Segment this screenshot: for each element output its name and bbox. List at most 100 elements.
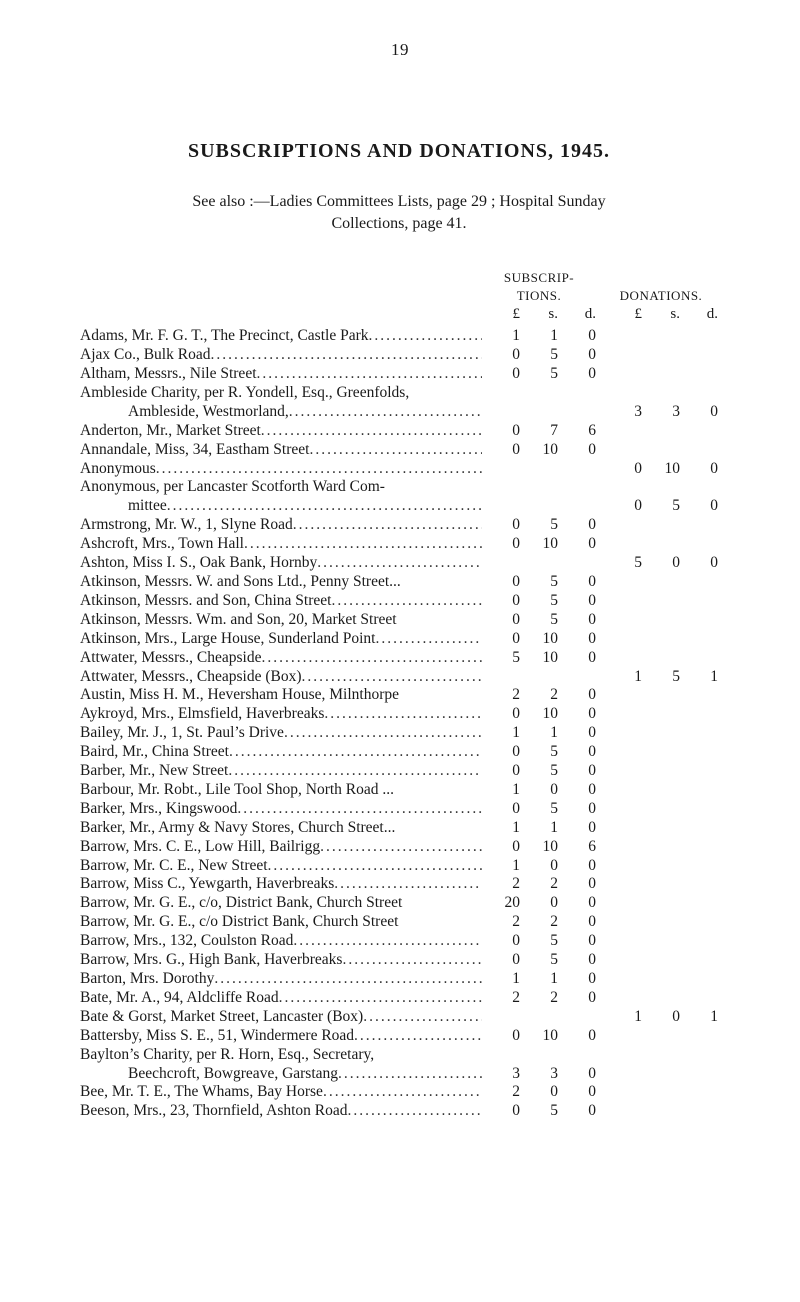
sub-cell: 0 bbox=[558, 857, 596, 876]
entry-name-text: Bailey, Mr. J., 1, St. Paul’s Drive bbox=[80, 724, 284, 741]
sub-cell: 0 bbox=[520, 1083, 558, 1102]
sub-cell: 0 bbox=[558, 932, 596, 951]
leader-dots bbox=[320, 838, 482, 855]
entry-name: Altham, Messrs., Nile Street bbox=[80, 365, 482, 384]
sub-cell: 1 bbox=[482, 327, 520, 346]
entry-name: Attwater, Messrs., Cheapside (Box) bbox=[80, 668, 482, 687]
leader-dots bbox=[323, 1083, 482, 1100]
ledger-row: Ajax Co., Bulk Road050 bbox=[80, 346, 718, 365]
col-header-sub-line1: SUBSCRIP- bbox=[482, 270, 596, 286]
sub-cell: 0 bbox=[558, 516, 596, 535]
sub-cell: 0 bbox=[482, 346, 520, 365]
ledger-row: Bate & Gorst, Market Street, Lancaster (… bbox=[80, 1008, 718, 1027]
ledger-row: Ashton, Miss I. S., Oak Bank, Hornby500 bbox=[80, 554, 718, 573]
entry-name-text: Aykroyd, Mrs., Elmsfield, Haverbreaks bbox=[80, 705, 324, 722]
entry-name: Bee, Mr. T. E., The Whams, Bay Horse bbox=[80, 1083, 482, 1102]
ledger-row: Adams, Mr. F. G. T., The Precinct, Castl… bbox=[80, 327, 718, 346]
sub-cell: 2 bbox=[482, 686, 520, 705]
ledger-row: Anonymous, per Lancaster Scotforth Ward … bbox=[80, 478, 718, 497]
ledger-row: Ambleside, Westmorland,330 bbox=[80, 403, 718, 422]
entry-name: Ajax Co., Bulk Road bbox=[80, 346, 482, 365]
sub-cell: 0 bbox=[558, 346, 596, 365]
entry-name-text: Baird, Mr., China Street bbox=[80, 743, 229, 760]
leader-dots bbox=[156, 460, 482, 477]
sub-cell: 1 bbox=[482, 857, 520, 876]
leader-dots bbox=[244, 535, 482, 552]
page: 19 SUBSCRIPTIONS AND DONATIONS, 1945. Se… bbox=[0, 0, 800, 1302]
entry-name: Atkinson, Messrs. Wm. and Son, 20, Marke… bbox=[80, 611, 482, 630]
ledger-row: Atkinson, Messrs. and Son, China Street0… bbox=[80, 592, 718, 611]
sub-cell: 0 bbox=[520, 857, 558, 876]
sub-cell: 3 bbox=[520, 1065, 558, 1084]
leader-dots bbox=[369, 327, 483, 344]
entry-name-text: Bate, Mr. A., 94, Aldcliffe Road bbox=[80, 989, 279, 1006]
sub-cell: 0 bbox=[558, 800, 596, 819]
entry-name-text: Anderton, Mr., Market Street bbox=[80, 422, 261, 439]
sub-cell: 0 bbox=[558, 592, 596, 611]
entry-name: Barbour, Mr. Robt., Lile Tool Shop, Nort… bbox=[80, 781, 482, 800]
col-header-sub-line2: TIONS. bbox=[482, 288, 596, 304]
sub-cell: 5 bbox=[520, 611, 558, 630]
sub-cell: 1 bbox=[482, 970, 520, 989]
sub-cell: 0 bbox=[482, 516, 520, 535]
sub-cell: 2 bbox=[482, 875, 520, 894]
ledger-row: Beeson, Mrs., 23, Thornfield, Ashton Roa… bbox=[80, 1102, 718, 1121]
leader-dots bbox=[210, 346, 482, 363]
sub-cell: 0 bbox=[482, 592, 520, 611]
sub-cell: 5 bbox=[520, 516, 558, 535]
entry-name: Barrow, Mrs. C. E., Low Hill, Bailrigg bbox=[80, 838, 482, 857]
entry-name: Barrow, Mrs., 132, Coulston Road bbox=[80, 932, 482, 951]
entry-name-text: Barrow, Mrs. G., High Bank, Haverbreaks bbox=[80, 951, 342, 968]
sub-cell: 0 bbox=[558, 686, 596, 705]
sub-cell: 10 bbox=[520, 705, 558, 724]
leader-dots bbox=[324, 705, 482, 722]
entry-name-text: Altham, Messrs., Nile Street bbox=[80, 365, 257, 382]
leader-dots bbox=[261, 649, 482, 666]
unit-headers: £ s. d. £ s. d. bbox=[80, 306, 718, 323]
sub-cell: 0 bbox=[558, 441, 596, 460]
don-cell: 0 bbox=[680, 554, 718, 573]
sub-cell: 2 bbox=[482, 913, 520, 932]
sub-cell: 5 bbox=[482, 649, 520, 668]
ledger-row: Attwater, Messrs., Cheapside (Box)151 bbox=[80, 668, 718, 687]
ledger-row: Aykroyd, Mrs., Elmsfield, Haverbreaks010… bbox=[80, 705, 718, 724]
leader-dots bbox=[214, 970, 482, 987]
leader-dots bbox=[289, 403, 482, 420]
don-cell: 3 bbox=[642, 403, 680, 422]
entry-name: Anonymous bbox=[80, 460, 482, 479]
sub-cell: 0 bbox=[482, 365, 520, 384]
ledger-row: Altham, Messrs., Nile Street050 bbox=[80, 365, 718, 384]
sub-cell: 0 bbox=[482, 800, 520, 819]
entry-name-text: Atkinson, Messrs. W. and Sons Ltd., Penn… bbox=[80, 573, 401, 590]
leader-dots bbox=[237, 800, 482, 817]
sub-cell: 0 bbox=[482, 932, 520, 951]
entry-name-text: Ashton, Miss I. S., Oak Bank, Hornby bbox=[80, 554, 317, 571]
ledger-row: Atkinson, Messrs. Wm. and Son, 20, Marke… bbox=[80, 611, 718, 630]
ledger-row: Armstrong, Mr. W., 1, Slyne Road050 bbox=[80, 516, 718, 535]
ledger-row: Annandale, Miss, 34, Eastham Street0100 bbox=[80, 441, 718, 460]
entry-name-text: Battersby, Miss S. E., 51, Windermere Ro… bbox=[80, 1027, 354, 1044]
sub-cell: 0 bbox=[482, 1027, 520, 1046]
sub-cell: 5 bbox=[520, 743, 558, 762]
ledger-row: Barton, Mrs. Dorothy110 bbox=[80, 970, 718, 989]
entry-name-text: Barton, Mrs. Dorothy bbox=[80, 970, 214, 987]
sub-cell: 0 bbox=[558, 743, 596, 762]
entry-name: Beeson, Mrs., 23, Thornfield, Ashton Roa… bbox=[80, 1102, 482, 1121]
sub-cell: 0 bbox=[558, 913, 596, 932]
sub-cell: 0 bbox=[558, 951, 596, 970]
ledger-row: Atkinson, Mrs., Large House, Sunderland … bbox=[80, 630, 718, 649]
entry-name: Barton, Mrs. Dorothy bbox=[80, 970, 482, 989]
entry-name-text: Barker, Mrs., Kingswood bbox=[80, 800, 237, 817]
sub-cell: 0 bbox=[482, 838, 520, 857]
entry-name-text: Barber, Mr., New Street bbox=[80, 762, 228, 779]
leader-dots bbox=[348, 1102, 482, 1119]
leader-dots bbox=[257, 365, 482, 382]
sub-cell: 10 bbox=[520, 535, 558, 554]
don-cell: 0 bbox=[604, 460, 642, 479]
don-cell: 1 bbox=[680, 1008, 718, 1027]
sub-cell: 5 bbox=[520, 365, 558, 384]
entry-name-text: Barbour, Mr. Robt., Lile Tool Shop, Nort… bbox=[80, 781, 394, 798]
entry-name-text: Ambleside, Westmorland, bbox=[128, 403, 289, 420]
sub-cell: 0 bbox=[558, 630, 596, 649]
don-cell: 0 bbox=[680, 403, 718, 422]
